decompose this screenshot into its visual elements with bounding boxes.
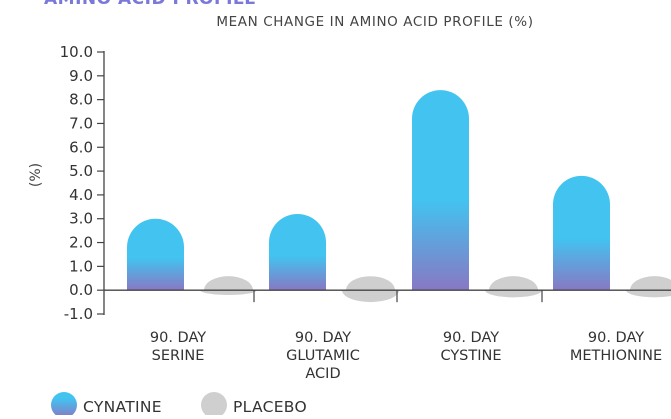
axes: 10.0 9.0 8.0 7.0 6.0 5.0 4.0 3.0 2.0 1.0 0.0 -1.0: [60, 43, 671, 323]
legend-label-placebo: PLACEBO: [233, 398, 307, 415]
x-tick-label: 90. DAY CYSTINE: [440, 330, 501, 364]
y-tick-label: 0.0: [69, 281, 93, 299]
y-tick-label: 2.0: [69, 234, 93, 252]
y-tick-label: -1.0: [64, 305, 93, 323]
plot-area: [127, 90, 671, 303]
x-tick-label: 90. DAY SERINE: [150, 330, 206, 364]
category-labels: 90. DAY SERINE 90. DAY GLUTAMIC ACID 90. DAY C…: [150, 330, 662, 382]
y-tick-label: 4.0: [69, 186, 93, 204]
y-tick-label: 10.0: [60, 43, 93, 61]
y-tick-label: 5.0: [69, 162, 93, 180]
chart-title: MEAN CHANGE IN AMINO ACID PROFILE (%): [216, 14, 533, 30]
bar-placebo-cap: [489, 276, 538, 291]
y-tick-label: 8.0: [69, 91, 93, 109]
y-tick-label: 6.0: [69, 138, 93, 156]
bar-placebo: [485, 290, 542, 298]
bar-cynatine: [553, 175, 610, 291]
x-tick-label: 90. DAY METHIONINE: [570, 330, 662, 364]
x-tick-label: 90. DAY GLUTAMIC ACID: [286, 330, 360, 382]
legend-swatch-placebo: [201, 392, 227, 418]
bar-placebo-cap: [346, 276, 395, 291]
bar-placebo: [626, 290, 671, 298]
y-axis-label: (%): [28, 163, 44, 187]
bar-cynatine: [269, 213, 326, 291]
bar-placebo-cap: [630, 276, 671, 291]
y-tick-label: 1.0: [69, 257, 93, 275]
bar-placebo-cap: [204, 276, 253, 291]
bar-placebo: [342, 290, 399, 303]
bar-placebo: [200, 290, 257, 295]
y-tick-label: 9.0: [69, 67, 93, 85]
legend-swatch-cynatine: [51, 392, 77, 418]
y-tick-label: 3.0: [69, 210, 93, 228]
bar-cynatine: [412, 90, 469, 291]
legend-label-cynatine: CYNATINE: [83, 398, 162, 415]
legend: CYNATINE PLACEBO: [51, 392, 307, 418]
bar-cynatine: [127, 218, 184, 291]
chart-heading: AMINO ACID PROFILE: [44, 0, 256, 9]
y-tick-label: 7.0: [69, 114, 93, 132]
